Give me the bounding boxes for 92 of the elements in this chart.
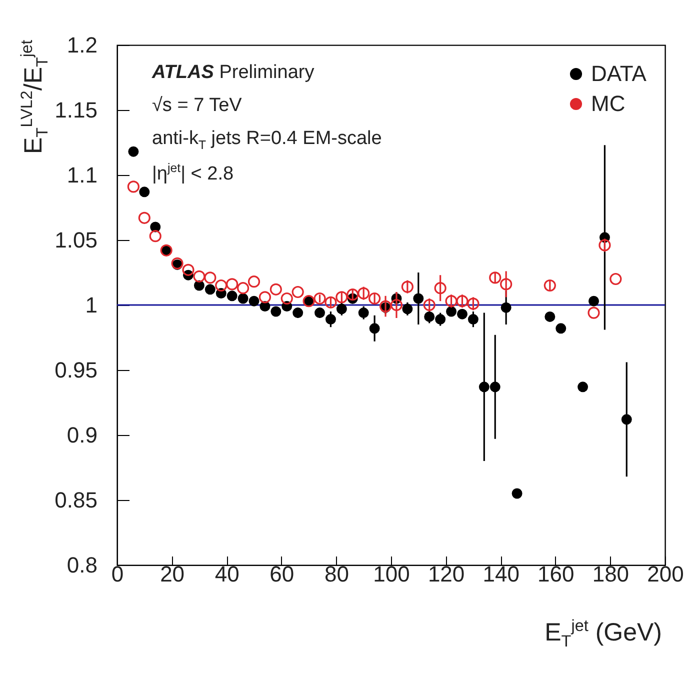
point <box>456 308 468 320</box>
point <box>215 279 228 292</box>
point <box>368 292 381 305</box>
point <box>236 282 250 294</box>
legend-label: MC <box>591 91 626 116</box>
point <box>324 296 337 308</box>
point <box>456 295 468 308</box>
point <box>512 488 522 499</box>
x-tick-label: 180 <box>592 562 630 586</box>
x-tick-label: 100 <box>373 562 410 586</box>
point <box>544 311 556 322</box>
y-tick-label: 1.1 <box>66 162 98 188</box>
point <box>490 382 500 392</box>
point <box>194 280 204 291</box>
point <box>150 222 161 232</box>
x-tick-label: 80 <box>324 562 349 586</box>
y-tick-label: 1.05 <box>54 228 98 252</box>
x-tick-label: 60 <box>270 562 294 586</box>
point <box>401 280 414 293</box>
point <box>149 230 162 242</box>
point <box>556 323 566 334</box>
point <box>292 308 304 318</box>
point <box>258 291 272 304</box>
point <box>182 264 194 276</box>
annotation: ATLAS Preliminary <box>152 62 314 84</box>
point <box>578 382 588 392</box>
point <box>238 293 248 304</box>
point <box>588 306 600 319</box>
point <box>292 286 304 298</box>
point <box>336 304 347 314</box>
x-tick-label: 140 <box>482 562 520 586</box>
point <box>204 284 216 295</box>
point <box>598 239 611 252</box>
point <box>544 279 556 292</box>
point <box>193 270 206 282</box>
point <box>434 282 446 294</box>
point <box>468 314 478 325</box>
point <box>280 292 293 305</box>
x-tick-label: 20 <box>160 562 185 586</box>
point <box>358 287 370 300</box>
point <box>270 283 282 296</box>
y-tick-label: 0.85 <box>54 488 98 512</box>
x-tick-label: 160 <box>538 562 574 586</box>
y-tick-label: 0.9 <box>66 422 98 448</box>
point <box>500 278 512 290</box>
point <box>489 272 502 284</box>
point <box>390 298 403 312</box>
annotation: anti-k$_{T}$ jets R=0.4 EM-scale <box>152 128 382 152</box>
y-tick-label: 0.95 <box>54 358 98 382</box>
point <box>358 308 369 318</box>
point <box>402 304 413 314</box>
point <box>270 306 282 317</box>
x-tick-label: 120 <box>428 562 465 586</box>
point <box>369 323 380 334</box>
point <box>226 290 238 302</box>
legend-label: DATA <box>591 61 647 86</box>
point <box>588 296 600 306</box>
point <box>128 146 139 157</box>
point <box>248 276 260 288</box>
point <box>138 212 150 224</box>
annotation: √s = 7 TeV <box>152 95 242 117</box>
x-tick-label: 40 <box>214 562 240 586</box>
x-axis-title: E$_{T}$$^{jet}$ (GeV) <box>544 617 662 652</box>
point <box>424 311 435 322</box>
point <box>226 278 238 290</box>
point <box>610 272 622 286</box>
point <box>325 314 336 325</box>
point <box>446 306 457 317</box>
x-tick-label: 0 <box>111 562 124 586</box>
point <box>260 301 270 312</box>
point <box>445 295 458 308</box>
point <box>346 288 359 301</box>
point <box>127 180 140 193</box>
y-tick-label: 1 <box>85 292 98 318</box>
point <box>423 298 436 312</box>
x-tick-label: 200 <box>647 562 684 586</box>
y-tick-label: 1.2 <box>66 32 98 58</box>
point <box>314 292 326 305</box>
point <box>204 272 216 284</box>
y-tick-label: 0.8 <box>66 552 98 578</box>
point <box>413 293 424 304</box>
y-tick-label: 1.15 <box>54 98 98 122</box>
point <box>314 308 326 318</box>
point <box>500 302 512 313</box>
point <box>621 414 632 425</box>
point <box>248 296 260 306</box>
point <box>467 298 480 310</box>
point <box>336 291 348 304</box>
point <box>478 382 490 392</box>
point <box>435 314 446 325</box>
point <box>139 186 150 198</box>
annotation: |η$^{jet}$| < 2.8 <box>152 161 234 186</box>
